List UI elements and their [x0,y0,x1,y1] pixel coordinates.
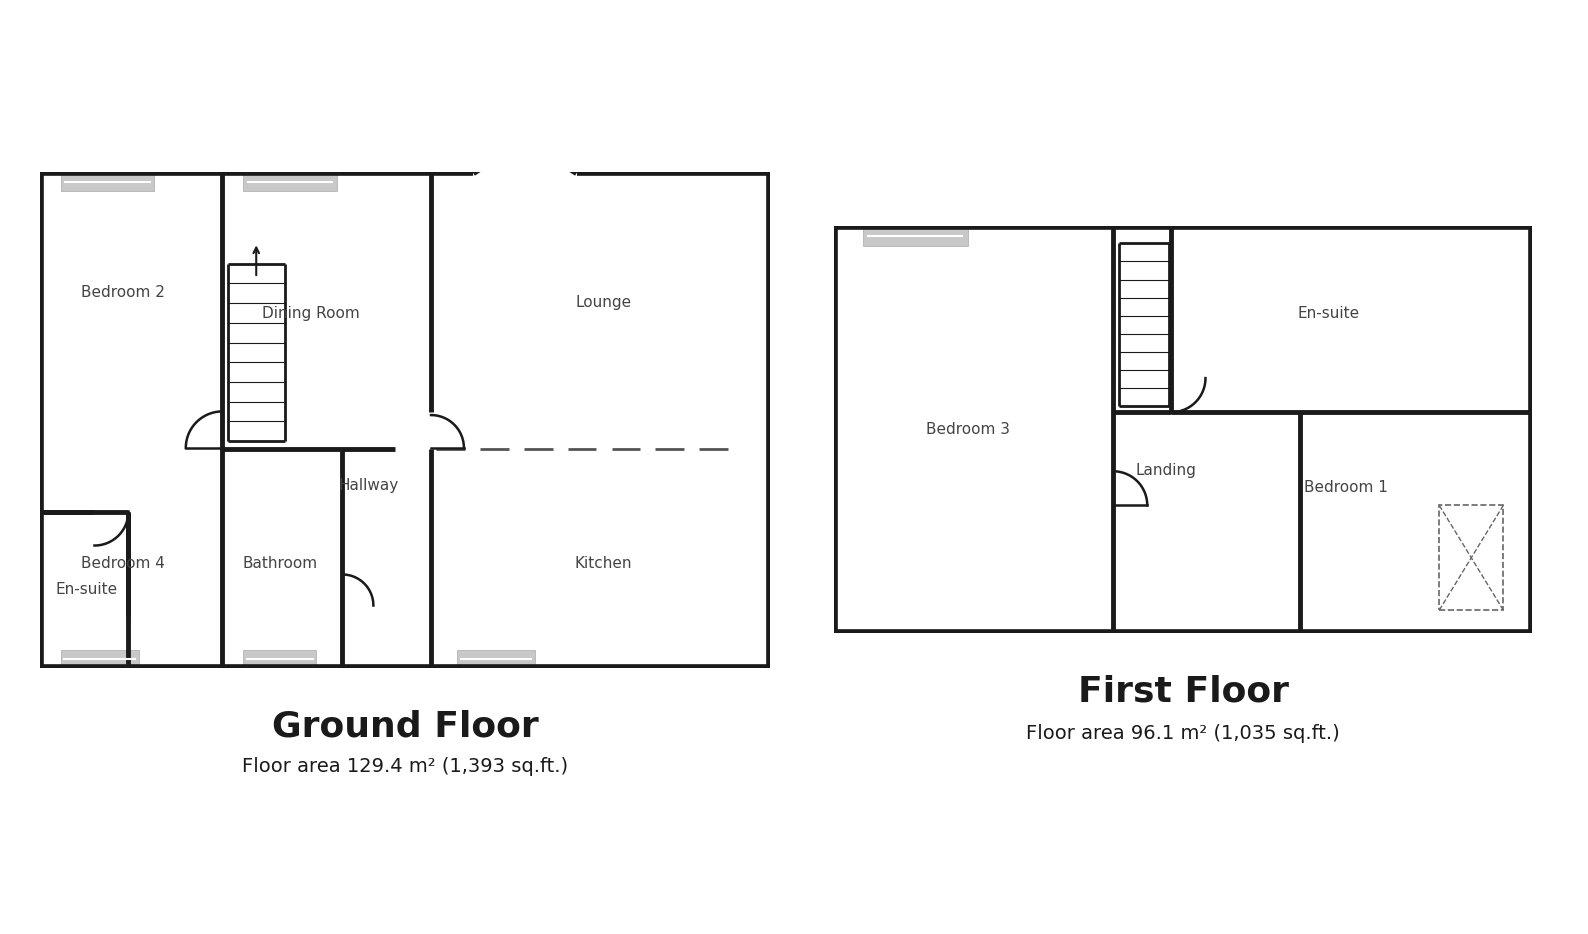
Text: Bathroom: Bathroom [241,557,318,572]
Bar [243,173,337,191]
Bar [862,226,967,247]
Bar [60,650,138,668]
Bar [457,650,535,668]
Text: Floor area 96.1 m² (1,035 sq.ft.): Floor area 96.1 m² (1,035 sq.ft.) [1026,724,1340,743]
Text: Bedroom 3: Bedroom 3 [926,422,1010,437]
Text: Bedroom 4: Bedroom 4 [81,557,165,572]
Text: En-suite: En-suite [56,583,118,598]
Bar [1439,505,1504,610]
Text: Floor area 129.4 m² (1,393 sq.ft.): Floor area 129.4 m² (1,393 sq.ft.) [241,757,569,776]
Bar [60,173,154,191]
Text: Ground Floor: Ground Floor [272,710,538,743]
Text: Lounge: Lounge [575,295,632,310]
Text: Bedroom 1: Bedroom 1 [1304,480,1388,495]
Bar [243,650,316,668]
Text: Kitchen: Kitchen [575,557,632,572]
Text: First Floor: First Floor [1078,674,1288,708]
Text: Landing: Landing [1135,463,1196,478]
Text: En-suite: En-suite [1297,305,1359,320]
Text: Hallway: Hallway [338,478,399,493]
Text: Dining Room: Dining Room [262,305,360,321]
Text: Bedroom 2: Bedroom 2 [81,285,165,300]
